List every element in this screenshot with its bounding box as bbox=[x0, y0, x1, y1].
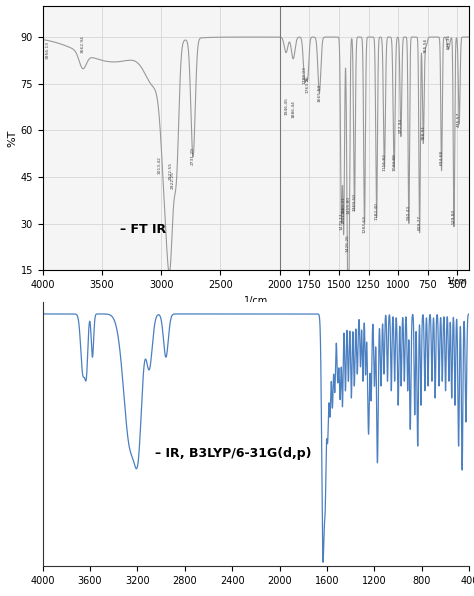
Text: – IR, B3LYP/6-31G(d,p): – IR, B3LYP/6-31G(d,p) bbox=[155, 447, 312, 460]
Text: 1415.80: 1415.80 bbox=[347, 196, 351, 215]
Text: 1479.11: 1479.11 bbox=[339, 212, 343, 230]
Text: 529.80: 529.80 bbox=[452, 209, 456, 224]
Text: 1033.88: 1033.88 bbox=[392, 153, 396, 170]
Text: 977.94: 977.94 bbox=[399, 118, 403, 134]
Text: 634.68: 634.68 bbox=[439, 150, 444, 164]
Text: 1460.31: 1460.31 bbox=[342, 197, 346, 215]
Text: – FT IR: – FT IR bbox=[120, 224, 166, 236]
Text: 1426.26: 1426.26 bbox=[346, 234, 350, 252]
Text: 3013.42: 3013.42 bbox=[158, 156, 162, 174]
Text: 576.36: 576.36 bbox=[447, 34, 450, 49]
Text: 1369.50: 1369.50 bbox=[353, 193, 356, 211]
Text: 819.77: 819.77 bbox=[418, 215, 421, 230]
Text: 910.43: 910.43 bbox=[407, 206, 411, 221]
Y-axis label: %T: %T bbox=[8, 129, 18, 147]
X-axis label: 1/cm: 1/cm bbox=[244, 296, 268, 306]
Text: 1116.82: 1116.82 bbox=[383, 153, 386, 170]
Text: 788.91: 788.91 bbox=[421, 125, 425, 139]
Text: 1788.03: 1788.03 bbox=[303, 66, 307, 83]
Text: 1763.26: 1763.26 bbox=[306, 75, 310, 93]
Text: 1/cm: 1/cm bbox=[446, 277, 467, 285]
Text: 3662.94: 3662.94 bbox=[81, 35, 84, 52]
Text: 1946.45: 1946.45 bbox=[284, 97, 288, 115]
Text: 1182.40: 1182.40 bbox=[374, 203, 379, 221]
Text: 445.57: 445.57 bbox=[457, 112, 461, 127]
Text: 1665.53: 1665.53 bbox=[318, 84, 321, 103]
Text: 1284.63: 1284.63 bbox=[363, 215, 366, 233]
Text: 765.56: 765.56 bbox=[424, 37, 428, 52]
Text: 1461.14: 1461.14 bbox=[342, 206, 346, 224]
Text: 1886.44: 1886.44 bbox=[291, 100, 295, 118]
Text: 2731.29: 2731.29 bbox=[191, 147, 195, 164]
Text: 2922.25: 2922.25 bbox=[170, 172, 174, 190]
Text: 2922.55: 2922.55 bbox=[168, 162, 173, 180]
Text: 3956.13: 3956.13 bbox=[46, 41, 50, 59]
